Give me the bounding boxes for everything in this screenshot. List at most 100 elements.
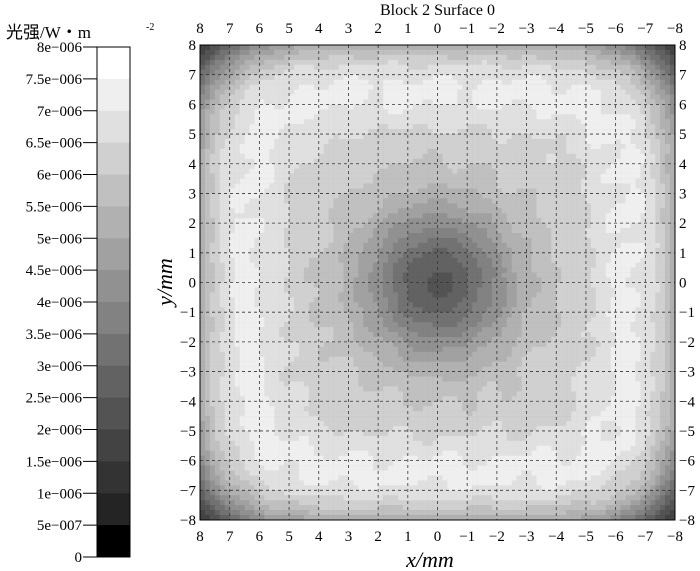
intensity-cell bbox=[670, 69, 676, 75]
intensity-cell bbox=[264, 109, 270, 115]
intensity-cell bbox=[585, 84, 592, 90]
intensity-cell bbox=[561, 84, 567, 90]
intensity-cell bbox=[437, 223, 443, 229]
intensity-cell bbox=[462, 158, 468, 165]
intensity-cell bbox=[462, 79, 468, 85]
intensity-cell bbox=[338, 99, 344, 105]
intensity-cell bbox=[610, 213, 616, 219]
intensity-cell bbox=[556, 237, 562, 244]
intensity-cell bbox=[496, 163, 503, 169]
intensity-cell bbox=[244, 54, 250, 61]
intensity-cell bbox=[640, 178, 646, 184]
intensity-cell bbox=[580, 198, 587, 204]
intensity-cell bbox=[333, 257, 339, 264]
intensity-cell bbox=[511, 223, 517, 229]
intensity-cell bbox=[660, 237, 666, 244]
intensity-cell bbox=[244, 158, 250, 165]
intensity-cell bbox=[516, 104, 522, 110]
intensity-cell bbox=[338, 49, 344, 56]
intensity-cell bbox=[462, 252, 468, 259]
intensity-cell bbox=[373, 297, 379, 303]
intensity-cell bbox=[551, 163, 557, 169]
intensity-cell bbox=[526, 208, 532, 214]
intensity-cell bbox=[427, 163, 433, 169]
intensity-cell bbox=[368, 79, 374, 85]
intensity-cell bbox=[655, 272, 661, 278]
intensity-cell bbox=[615, 79, 621, 85]
intensity-cell bbox=[536, 277, 542, 283]
intensity-cell bbox=[521, 292, 527, 298]
intensity-cell bbox=[219, 193, 226, 199]
intensity-cell bbox=[566, 99, 572, 105]
intensity-cell bbox=[264, 242, 270, 249]
intensity-cell bbox=[576, 287, 582, 293]
intensity-cell bbox=[363, 69, 369, 75]
intensity-cell bbox=[353, 64, 359, 71]
intensity-cell bbox=[462, 178, 468, 184]
intensity-cell bbox=[353, 119, 359, 125]
intensity-cell bbox=[462, 237, 468, 244]
intensity-cell bbox=[566, 139, 572, 145]
intensity-cell bbox=[472, 143, 478, 150]
intensity-cell bbox=[670, 173, 676, 179]
intensity-cell bbox=[239, 233, 245, 239]
intensity-cell bbox=[358, 287, 364, 293]
intensity-cell bbox=[432, 124, 438, 130]
intensity-cell bbox=[595, 168, 602, 174]
intensity-cell bbox=[264, 233, 270, 239]
intensity-cell bbox=[467, 163, 473, 169]
intensity-cell bbox=[328, 213, 334, 219]
intensity-cell bbox=[378, 188, 384, 194]
intensity-cell bbox=[343, 59, 349, 66]
intensity-cell bbox=[200, 178, 206, 184]
intensity-cell bbox=[244, 277, 250, 283]
intensity-cell bbox=[496, 228, 503, 234]
intensity-cell bbox=[313, 158, 320, 165]
intensity-cell bbox=[585, 109, 592, 115]
intensity-cell bbox=[234, 69, 240, 75]
intensity-cell bbox=[234, 94, 240, 100]
intensity-cell bbox=[229, 257, 235, 264]
intensity-cell bbox=[432, 257, 438, 264]
intensity-cell bbox=[303, 124, 310, 130]
intensity-cell bbox=[546, 277, 552, 283]
intensity-cell bbox=[491, 223, 498, 229]
intensity-cell bbox=[259, 173, 265, 179]
intensity-cell bbox=[665, 287, 671, 293]
intensity-cell bbox=[204, 287, 211, 293]
intensity-cell bbox=[531, 272, 537, 278]
intensity-cell bbox=[264, 237, 270, 244]
intensity-cell bbox=[585, 49, 592, 56]
intensity-cell bbox=[580, 84, 587, 90]
intensity-cell bbox=[610, 45, 616, 51]
intensity-cell bbox=[313, 213, 320, 219]
intensity-cell bbox=[590, 233, 597, 239]
intensity-cell bbox=[670, 218, 676, 224]
intensity-cell bbox=[447, 49, 453, 56]
intensity-cell bbox=[541, 178, 547, 184]
intensity-cell bbox=[333, 242, 339, 249]
colorbar-label: 1.5e−006 bbox=[26, 454, 83, 470]
intensity-cell bbox=[229, 242, 235, 249]
colorbar-band bbox=[97, 302, 130, 335]
intensity-cell bbox=[595, 64, 602, 71]
intensity-cell bbox=[234, 163, 240, 169]
intensity-cell bbox=[343, 148, 349, 155]
intensity-cell bbox=[214, 168, 221, 174]
intensity-cell bbox=[368, 104, 374, 110]
intensity-cell bbox=[328, 233, 334, 239]
intensity-cell bbox=[383, 74, 389, 80]
intensity-cell bbox=[432, 163, 438, 169]
intensity-cell bbox=[303, 267, 310, 273]
intensity-cell bbox=[353, 218, 359, 224]
intensity-cell bbox=[457, 163, 463, 169]
intensity-cell bbox=[600, 158, 607, 165]
intensity-cell bbox=[576, 262, 582, 268]
intensity-cell bbox=[200, 218, 206, 224]
intensity-cell bbox=[422, 45, 428, 51]
intensity-cell bbox=[343, 257, 349, 264]
intensity-cell bbox=[452, 168, 458, 174]
intensity-cell bbox=[496, 173, 503, 179]
intensity-cell bbox=[501, 262, 508, 268]
intensity-cell bbox=[650, 287, 656, 293]
